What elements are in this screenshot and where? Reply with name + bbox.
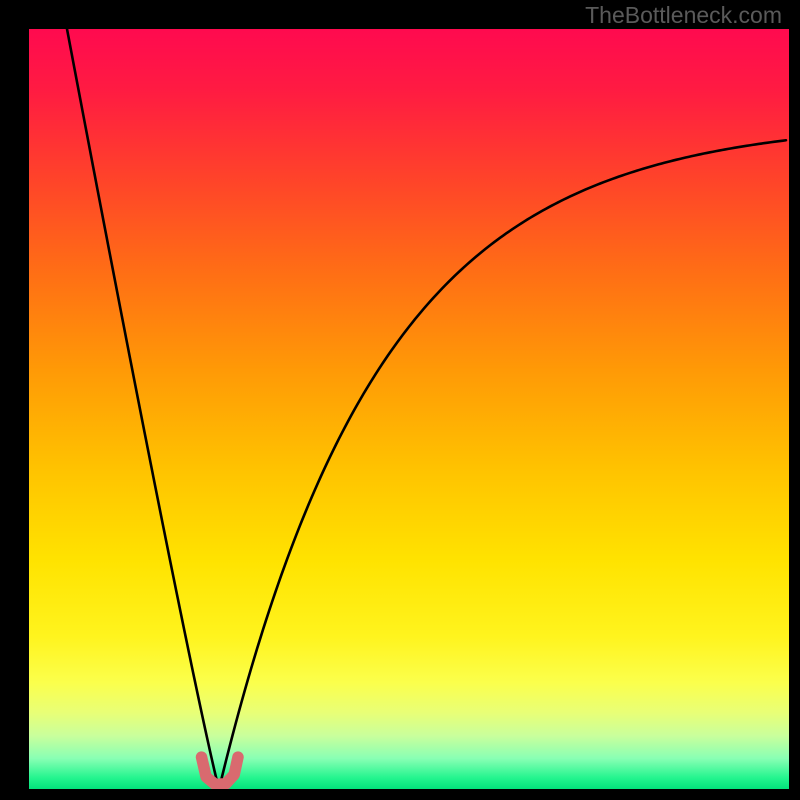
bottleneck-chart bbox=[0, 0, 800, 800]
chart-container: TheBottleneck.com bbox=[0, 0, 800, 800]
gradient-background bbox=[29, 29, 789, 789]
watermark-text: TheBottleneck.com bbox=[585, 2, 782, 29]
